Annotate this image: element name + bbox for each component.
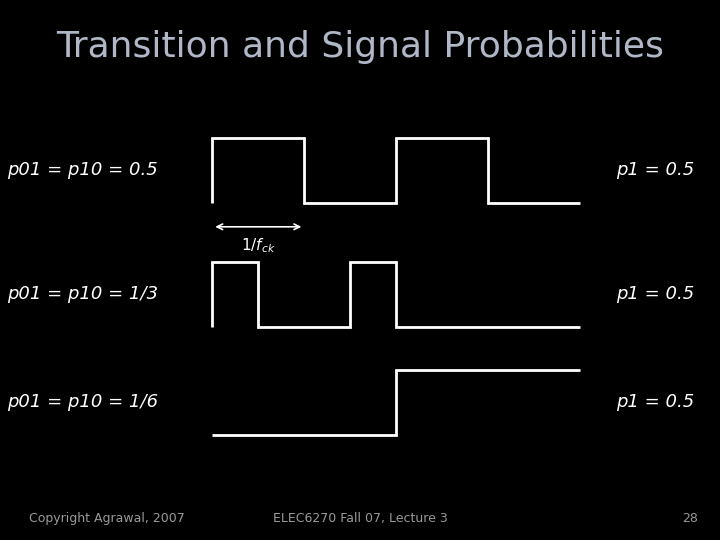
Text: $1/f_{ck}$: $1/f_{ck}$ <box>241 237 276 255</box>
Text: Copyright Agrawal, 2007: Copyright Agrawal, 2007 <box>29 512 184 525</box>
Text: p01 = p10 = 1/6: p01 = p10 = 1/6 <box>7 393 158 411</box>
Text: p1 = 0.5: p1 = 0.5 <box>616 393 694 411</box>
Text: p01 = p10 = 0.5: p01 = p10 = 0.5 <box>7 161 158 179</box>
Text: p01 = p10 = 1/3: p01 = p10 = 1/3 <box>7 285 158 303</box>
Text: p1 = 0.5: p1 = 0.5 <box>616 285 694 303</box>
Text: p1 = 0.5: p1 = 0.5 <box>616 161 694 179</box>
Text: 28: 28 <box>683 512 698 525</box>
Text: ELEC6270 Fall 07, Lecture 3: ELEC6270 Fall 07, Lecture 3 <box>273 512 447 525</box>
Text: Transition and Signal Probabilities: Transition and Signal Probabilities <box>56 30 664 64</box>
